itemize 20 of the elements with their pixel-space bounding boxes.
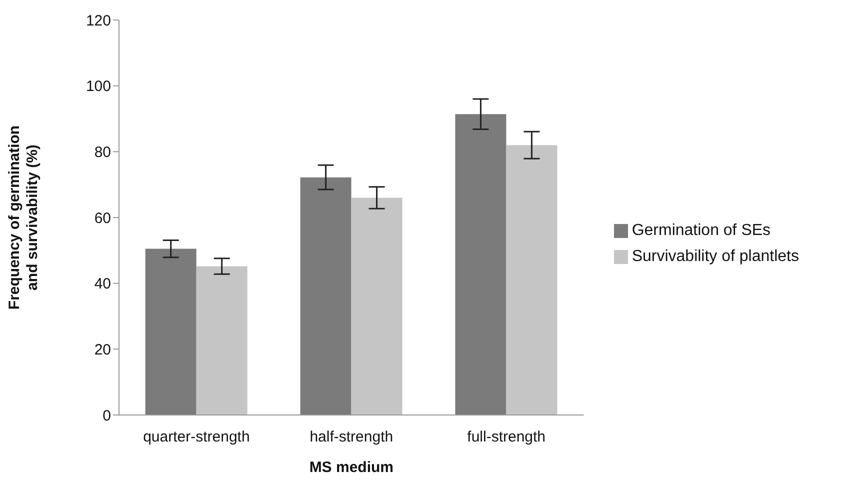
bar bbox=[506, 145, 558, 415]
y-tick-label: 20 bbox=[94, 341, 111, 358]
y-axis-title: Frequency of germination and survivability (%) bbox=[6, 125, 41, 310]
y-tick-label: 80 bbox=[94, 144, 111, 161]
y-tick-label: 120 bbox=[86, 12, 111, 30]
y-tick-label: 60 bbox=[94, 210, 111, 227]
y-tick-label: 0 bbox=[102, 407, 111, 424]
legend-label: Survivability of plantlets bbox=[632, 248, 799, 265]
bar bbox=[145, 248, 196, 415]
bar bbox=[300, 177, 352, 415]
y-tick-label: 100 bbox=[86, 78, 111, 96]
legend-label: Germination of SEs bbox=[632, 222, 771, 239]
y-tick-label: 40 bbox=[94, 276, 111, 293]
x-tick-label: quarter-strength bbox=[143, 428, 250, 446]
bar bbox=[196, 266, 248, 415]
x-axis-title: MS medium bbox=[309, 459, 394, 476]
bar bbox=[351, 198, 402, 415]
x-tick-label: full-strength bbox=[467, 428, 546, 446]
bar bbox=[455, 114, 506, 415]
x-tick-label: half-strength bbox=[310, 428, 394, 446]
